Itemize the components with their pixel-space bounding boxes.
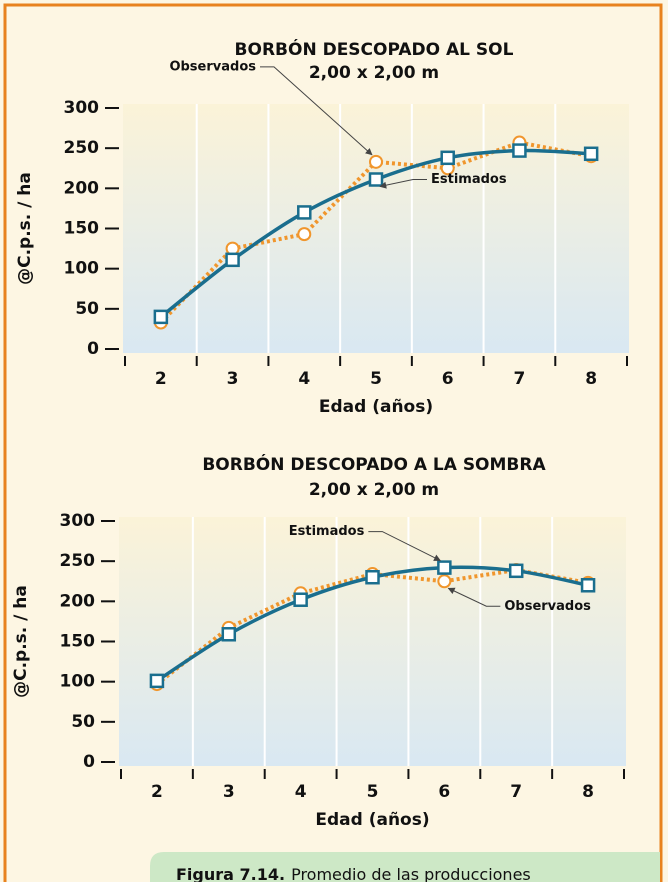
x-tick-label: 6	[438, 782, 450, 802]
marker	[580, 578, 596, 593]
x-tick-label: 5	[370, 369, 382, 389]
frame	[3, 3, 663, 882]
x-tick-label: 6	[442, 369, 454, 389]
legend-label: Observados	[504, 599, 591, 614]
plot-area	[123, 104, 629, 353]
chart-title: BORBÓN DESCOPADO A LA SOMBRA	[202, 453, 546, 475]
caption-label: Figura 7.14.	[176, 865, 285, 882]
legend-label: Observados	[169, 59, 256, 74]
x-tick-label: 7	[514, 369, 526, 389]
marker	[369, 154, 383, 169]
y-axis-title: @C.p.s. / ha	[15, 172, 35, 285]
marker	[365, 569, 380, 585]
x-tick-label: 3	[227, 369, 239, 389]
caption-text: Promedio de las producciones	[291, 865, 531, 882]
plot-area	[119, 517, 626, 766]
y-tick-label: 200	[60, 591, 96, 611]
x-axis-title: Edad (años)	[319, 397, 433, 417]
legend-label: Estimados	[431, 172, 507, 187]
chart-subtitle: 2,00 x 2,00 m	[309, 63, 439, 83]
annotation-arrow	[447, 587, 501, 607]
marker	[153, 309, 169, 325]
marker	[583, 146, 599, 162]
y-tick-label: 250	[60, 551, 96, 571]
marker	[149, 673, 165, 689]
marker	[508, 563, 524, 579]
y-tick-label: 300	[60, 511, 96, 531]
y-tick-label: 100	[60, 672, 96, 692]
x-tick-label: 7	[510, 782, 522, 802]
caption-box	[150, 852, 660, 882]
x-tick-label: 3	[223, 782, 235, 802]
marker	[293, 592, 308, 607]
marker	[437, 574, 452, 589]
y-tick-label: 50	[71, 712, 95, 732]
marker	[368, 172, 384, 187]
marker	[297, 205, 312, 220]
marker	[225, 252, 240, 268]
x-tick-label: 4	[298, 369, 310, 389]
x-tick-label: 8	[582, 782, 594, 802]
annotation-arrow	[379, 178, 427, 189]
y-axis-title: @C.p.s. / ha	[11, 585, 31, 698]
marker	[437, 560, 452, 575]
marker	[221, 627, 237, 642]
x-axis-title: Edad (años)	[315, 810, 429, 830]
y-tick-label: 0	[87, 339, 99, 359]
y-tick-label: 0	[83, 752, 95, 772]
chart-title: BORBÓN DESCOPADO AL SOL	[235, 38, 514, 60]
x-tick-label: 8	[585, 369, 597, 389]
y-tick-label: 250	[64, 138, 100, 158]
x-tick-label: 2	[155, 369, 167, 389]
y-tick-label: 100	[64, 259, 100, 279]
annotation-arrow	[368, 531, 441, 562]
x-tick-label: 5	[367, 782, 379, 802]
marker	[440, 150, 455, 166]
y-tick-label: 150	[60, 632, 96, 652]
annotation-arrow	[260, 66, 373, 156]
y-tick-label: 200	[64, 178, 100, 198]
x-tick-label: 2	[151, 782, 163, 802]
x-tick-label: 4	[295, 782, 307, 802]
legend-label: Estimados	[289, 524, 365, 539]
y-tick-label: 150	[64, 219, 100, 239]
marker	[297, 227, 312, 242]
caption: Figura 7.14. Promedio de las producciones	[176, 865, 531, 882]
marker	[512, 143, 527, 158]
y-tick-label: 300	[64, 98, 100, 118]
y-tick-label: 50	[75, 299, 99, 319]
chart-subtitle: 2,00 x 2,00 m	[309, 480, 439, 500]
